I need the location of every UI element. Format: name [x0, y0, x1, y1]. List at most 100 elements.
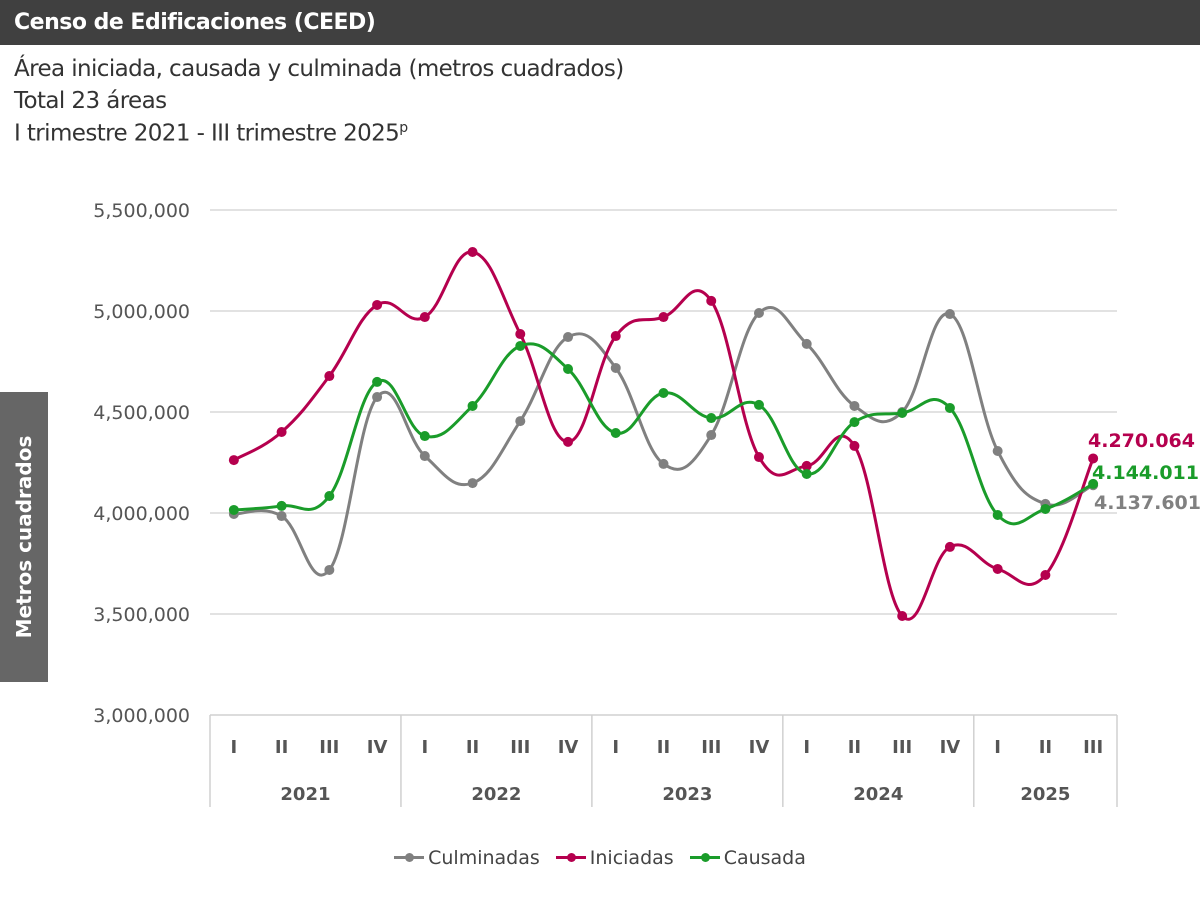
data-point-culminadas [610, 362, 621, 373]
data-point-causada [897, 408, 908, 419]
legend-swatch [555, 852, 586, 862]
x-tick-label: IV [367, 737, 388, 758]
x-tick-label: I [421, 737, 428, 758]
legend-label: Iniciadas [589, 846, 674, 869]
data-point-iniciadas [467, 247, 478, 258]
y-tick-label: 5,500,000 [93, 200, 190, 222]
data-point-causada [944, 402, 955, 413]
x-tick-label: II [275, 737, 288, 758]
y-tick-label: 3,500,000 [93, 604, 190, 626]
data-point-iniciadas [372, 299, 383, 310]
x-tick-label: II [466, 737, 479, 758]
x-tick-label: III [510, 737, 530, 758]
x-tick-label: I [612, 737, 619, 758]
data-point-causada [372, 376, 383, 387]
data-point-culminadas [515, 416, 526, 427]
x-tick-label: III [1083, 737, 1103, 758]
data-point-iniciadas [992, 563, 1003, 574]
data-point-iniciadas [228, 455, 239, 466]
data-point-iniciadas [944, 541, 955, 552]
data-point-culminadas [944, 309, 955, 320]
x-tick-label: IV [749, 737, 770, 758]
data-point-iniciadas [324, 371, 335, 382]
data-point-causada [849, 417, 860, 428]
data-point-iniciadas [801, 460, 812, 471]
data-point-culminadas [563, 332, 574, 343]
data-point-culminadas [992, 445, 1003, 456]
data-point-culminadas [801, 338, 812, 349]
data-point-causada [563, 363, 574, 374]
legend-label: Causada [723, 846, 806, 869]
end-value-label-causada: 4.144.011 [1092, 462, 1199, 484]
y-tick-label: 4,000,000 [93, 503, 190, 525]
end-value-label-iniciadas: 4.270.064 [1088, 430, 1195, 452]
header-title: Censo de Edificaciones (CEED) [0, 0, 1200, 45]
data-point-causada [706, 413, 717, 424]
x-tick-label: II [657, 737, 670, 758]
data-point-causada [992, 510, 1003, 521]
y-tick-label: 5,000,000 [93, 301, 190, 323]
y-axis-label-box: Metros cuadrados [0, 392, 48, 682]
data-point-causada [610, 428, 621, 439]
x-tick-label: III [701, 737, 721, 758]
data-point-iniciadas [1040, 570, 1051, 581]
chart-subtitle-line1: Área iniciada, causada y culminada (metr… [14, 56, 624, 82]
data-point-causada [324, 491, 335, 502]
data-point-culminadas [419, 451, 430, 462]
data-point-iniciadas [849, 440, 860, 451]
data-point-iniciadas [563, 436, 574, 447]
preliminary-mark: p [399, 120, 408, 136]
data-point-culminadas [276, 511, 287, 522]
data-point-causada [1040, 503, 1051, 514]
data-point-culminadas [706, 430, 717, 441]
legend-swatch [394, 852, 425, 862]
chart-legend: Culminadas Iniciadas Causada [0, 842, 1200, 869]
data-point-iniciadas [419, 312, 430, 323]
x-tick-label: II [1039, 737, 1052, 758]
series-line-culminadas [233, 305, 1094, 577]
data-point-causada [419, 431, 430, 442]
x-tick-label: II [848, 737, 861, 758]
legend-swatch [689, 852, 720, 862]
legend-item-causada[interactable]: Causada [689, 846, 806, 869]
x-tick-label: I [803, 737, 810, 758]
data-point-iniciadas [897, 611, 908, 622]
legend-label: Culminadas [428, 846, 540, 869]
data-point-causada [228, 504, 239, 515]
year-label: 2024 [853, 784, 903, 805]
data-point-iniciadas [753, 452, 764, 463]
data-point-iniciadas [515, 329, 526, 340]
data-point-iniciadas [610, 331, 621, 342]
data-point-causada [753, 399, 764, 410]
legend-item-culminadas[interactable]: Culminadas [394, 847, 540, 869]
data-point-culminadas [372, 392, 383, 403]
x-tick-label: IV [558, 737, 579, 758]
data-point-iniciadas [1088, 453, 1099, 464]
year-label: 2022 [471, 784, 521, 805]
data-point-culminadas [467, 478, 478, 489]
end-value-label-culminadas: 4.137.601 [1094, 492, 1200, 514]
data-point-causada [467, 400, 478, 411]
data-point-causada [276, 500, 287, 511]
x-tick-label: III [892, 737, 912, 758]
data-point-causada [515, 340, 526, 351]
data-point-culminadas [849, 400, 860, 411]
data-point-causada [658, 388, 669, 399]
data-point-iniciadas [706, 295, 717, 306]
x-tick-label: III [319, 737, 339, 758]
x-tick-label: I [231, 737, 238, 758]
data-point-culminadas [753, 308, 764, 319]
y-tick-label: 3,000,000 [93, 705, 190, 727]
data-point-iniciadas [276, 426, 287, 437]
data-point-culminadas [324, 564, 335, 575]
period-text: I trimestre 2021 - III trimestre 2025 [14, 120, 400, 147]
year-label: 2023 [662, 784, 712, 805]
chart-subtitle-line2: Total 23 áreas [14, 88, 167, 114]
chart-subtitle-line3: I trimestre 2021 - III trimestre 2025p [14, 120, 408, 147]
data-point-iniciadas [658, 312, 669, 323]
legend-item-iniciadas[interactable]: Iniciadas [555, 846, 674, 869]
x-tick-label: IV [940, 737, 961, 758]
year-label: 2021 [280, 784, 330, 805]
data-point-culminadas [658, 458, 669, 469]
